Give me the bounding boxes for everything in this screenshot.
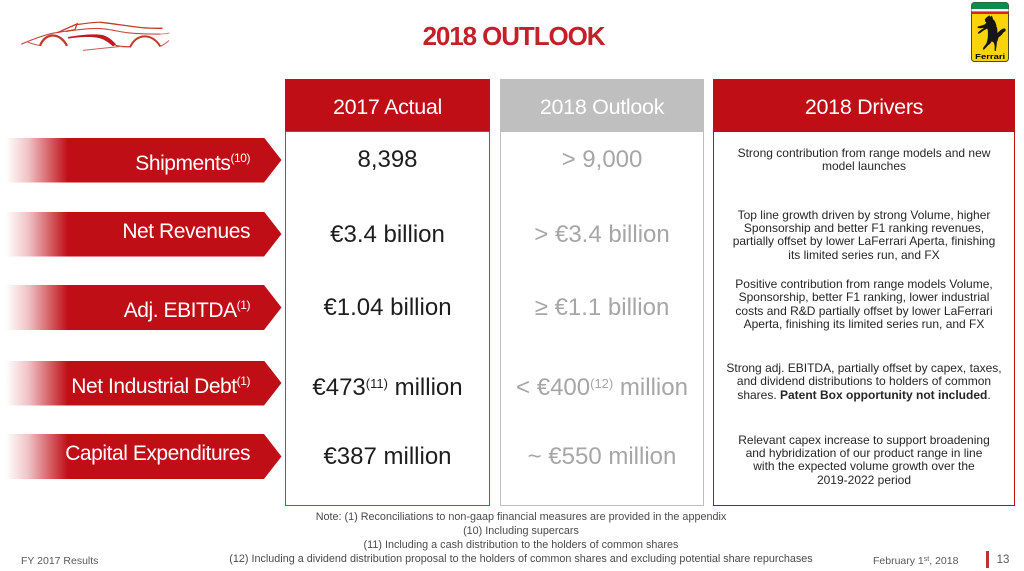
svg-text:Ferrari: Ferrari xyxy=(975,54,1005,61)
